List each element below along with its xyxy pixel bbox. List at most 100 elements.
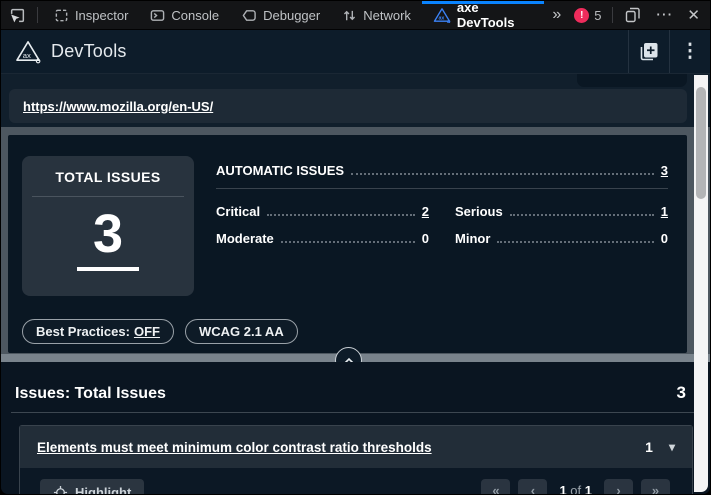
tab-axe-devtools[interactable]: ax axe DevTools [421,0,545,30]
issue-title-link[interactable]: Elements must meet minimum color contras… [37,439,432,455]
axe-header: ax DevTools ⋮ [1,30,710,74]
automatic-issues-label: AUTOMATIC ISSUES [216,163,345,178]
prev-page-button[interactable]: ‹ [518,479,548,494]
summary-frame: TOTAL ISSUES 3 AUTOMATIC ISSUES 3 Critic… [1,127,710,374]
automatic-issues-count-link[interactable]: 3 [660,163,668,178]
tab-label: axe DevTools [456,0,515,30]
inspector-icon [54,8,69,23]
svg-text:ax: ax [438,15,444,21]
console-icon [150,8,165,23]
vertical-scrollbar[interactable] [694,75,708,492]
dot-leader [280,241,415,243]
severity-row-serious: Serious 1 [455,204,668,219]
new-scan-button[interactable] [628,30,669,73]
scrolled-element-edge [577,74,687,87]
tab-label: Debugger [263,7,321,23]
highlight-button[interactable]: Highlight [40,479,145,495]
pill-label: Best Practices: [36,324,130,339]
close-devtools-button[interactable]: ✕ [687,7,700,24]
severity-count-link[interactable]: 2 [421,204,429,219]
pill-label: WCAG 2.1 AA [198,324,284,339]
automatic-issues-row: AUTOMATIC ISSUES 3 [216,163,668,178]
axe-brand: ax DevTools [15,39,628,64]
tabbar-separator [37,7,38,23]
meatball-menu-button[interactable]: ⋯ [655,5,674,24]
severity-count: 0 [660,231,668,246]
page-indicator: 1 of 1 [559,483,592,495]
highlight-label: Highlight [75,484,132,495]
add-page-icon [640,42,658,60]
page-title: DevTools [51,41,127,61]
tab-label: Inspector [74,7,129,23]
scanned-url-box: https://www.mozilla.org/en-US/ [9,89,687,123]
total-issues-card: TOTAL ISSUES 3 [22,156,194,296]
dot-leader [509,214,654,216]
debugger-icon [241,8,257,23]
chevron-up-icon [343,357,354,364]
issues-header: Issues: Total Issues 3 [1,362,710,403]
tab-console[interactable]: Console [139,1,230,29]
wcag-standard-pill[interactable]: WCAG 2.1 AA [184,319,298,344]
issue-count: 1 [645,439,653,455]
element-picker-button[interactable] [1,7,32,24]
issues-total-count: 3 [676,383,686,402]
error-count: 5 [594,7,602,23]
severity-label: Serious [455,204,503,219]
severity-row-critical: Critical 2 [216,204,429,219]
total-issues-value[interactable]: 3 [76,197,140,272]
summary-panel: TOTAL ISSUES 3 AUTOMATIC ISSUES 3 Critic… [8,135,687,353]
issues-divider [11,412,700,413]
error-icon: ! [574,7,590,23]
tab-label: Network [363,7,411,23]
kebab-menu-icon: ⋮ [680,41,700,62]
issues-section: Issues: Total Issues 3 Elements must mee… [1,362,710,494]
more-tabs-button[interactable]: » [552,6,561,23]
next-page-button[interactable]: › [604,479,633,494]
severity-grid: Critical 2 Serious 1 Moderate 0 [216,204,668,246]
network-arrows-icon [342,8,357,23]
pagination: « ‹ 1 of 1 › » [481,479,670,495]
card-divider [32,196,184,197]
page-of: of [570,483,582,495]
tab-network[interactable]: Network [331,1,422,29]
caret-down-icon[interactable]: ▾ [668,440,675,454]
tab-inspector[interactable]: Inspector [43,1,139,29]
severity-count-link[interactable]: 1 [660,204,668,219]
svg-text:ax: ax [23,51,31,60]
responsive-design-icon [626,7,641,23]
current-page: 1 [559,483,567,495]
first-page-button[interactable]: « [481,479,511,494]
tab-debugger[interactable]: Debugger [230,1,331,29]
severity-label: Moderate [216,231,274,246]
severity-label: Critical [216,204,261,219]
issues-heading: Issues: Total Issues [15,385,166,402]
crosshair-icon [53,485,68,494]
last-page-button[interactable]: » [641,479,670,494]
options-menu-button[interactable]: ⋮ [669,30,710,73]
issue-card: Elements must meet minimum color contras… [19,425,693,495]
best-practices-toggle[interactable]: Best Practices: OFF [22,319,174,344]
issue-header-right: 1 ▾ [645,439,675,455]
severity-row-moderate: Moderate 0 [216,231,429,246]
severity-count: 0 [421,231,429,246]
severity-label: Minor [455,231,491,246]
scanned-url-link[interactable]: https://www.mozilla.org/en-US/ [23,98,214,114]
axe-logo-icon: ax [433,7,451,23]
total-issues-label: TOTAL ISSUES [55,169,161,185]
issue-card-toolbar: Highlight « ‹ 1 of 1 › » [20,468,692,495]
issue-card-header[interactable]: Elements must meet minimum color contras… [20,426,692,468]
dot-leader [497,241,654,243]
responsive-design-mode-button[interactable] [618,7,648,23]
dot-leader [267,214,415,216]
tabbar-separator [612,7,614,23]
tab-label: Console [171,7,220,23]
standards-pills: Best Practices: OFF WCAG 2.1 AA [22,319,298,344]
element-picker-icon [10,8,25,22]
automatic-issues-region: AUTOMATIC ISSUES 3 Critical 2 Serious 1 [216,163,668,246]
total-pages: 1 [584,483,592,495]
error-count-badge[interactable]: ! 5 [568,7,607,23]
dot-leader [351,173,654,175]
scrollbar-thumb[interactable] [696,87,706,199]
region-divider [216,188,668,189]
